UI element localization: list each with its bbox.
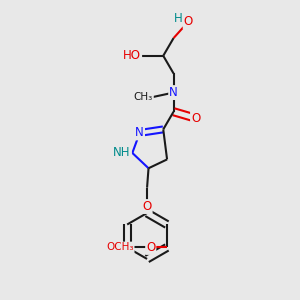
Text: O: O <box>191 112 200 125</box>
Text: O: O <box>142 200 152 213</box>
Text: O: O <box>184 15 193 28</box>
Text: H: H <box>174 13 182 26</box>
Text: N: N <box>169 86 178 99</box>
Text: HO: HO <box>123 49 141 62</box>
Text: O: O <box>146 241 155 254</box>
Text: OCH₃: OCH₃ <box>106 242 134 253</box>
Text: N: N <box>135 126 144 140</box>
Text: CH₃: CH₃ <box>134 92 153 102</box>
Text: NH: NH <box>113 146 131 159</box>
